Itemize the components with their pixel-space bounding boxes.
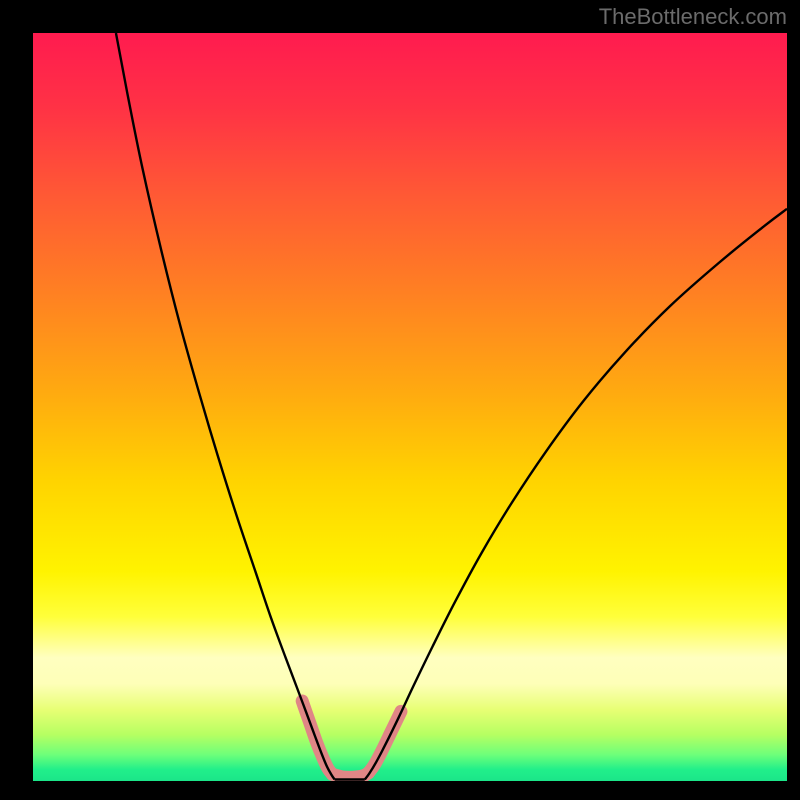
frame-bar (0, 781, 800, 800)
plot-area (33, 33, 787, 781)
curve-main-left (116, 33, 335, 780)
chart-svg (33, 33, 787, 781)
frame-bar (0, 0, 33, 800)
curve-main-right (365, 209, 787, 780)
watermark-text: TheBottleneck.com (599, 4, 787, 30)
frame-bar (787, 0, 800, 800)
